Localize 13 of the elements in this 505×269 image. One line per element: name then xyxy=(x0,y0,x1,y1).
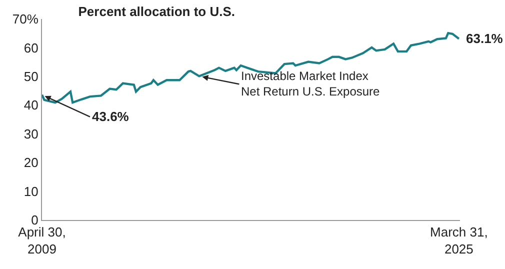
annotation: Investable Market Index Net Return U.S. Exposure xyxy=(241,69,380,99)
annotation: 63.1% xyxy=(466,31,504,46)
y-tick-label: 50 xyxy=(24,68,38,84)
y-tick-label: 20 xyxy=(24,155,38,170)
y-tick-label: 40 xyxy=(24,98,38,113)
line-series xyxy=(42,32,460,104)
y-tick-label: 60 xyxy=(24,40,38,56)
y-tick-label: 30 xyxy=(24,126,38,142)
x-tick-label: March 31, 2025 xyxy=(430,224,488,256)
y-tick-label: 10 xyxy=(24,184,38,199)
annotation: 43.6% xyxy=(92,109,130,124)
y-tick-label: 70% xyxy=(12,12,39,27)
chart-title: Percent allocation to U.S. xyxy=(78,4,236,19)
